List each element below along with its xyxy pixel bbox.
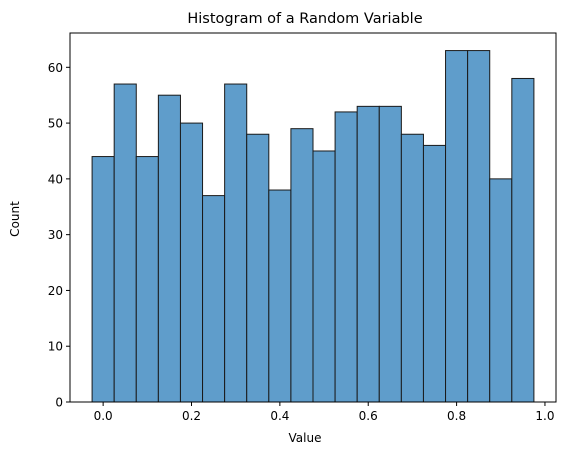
histogram-bar xyxy=(224,83,248,403)
y-axis-title: Count xyxy=(8,201,22,237)
y-tick-label: 30 xyxy=(48,228,63,242)
histogram-bar xyxy=(312,150,336,403)
histogram-bar xyxy=(91,156,115,403)
x-tick-label: 0.0 xyxy=(94,409,113,423)
histogram-bar xyxy=(179,122,204,403)
x-tick-label: 0.6 xyxy=(359,409,378,423)
histogram-bar xyxy=(290,128,314,403)
y-tick-label: 40 xyxy=(48,172,63,186)
chart-title: Histogram of a Random Variable xyxy=(187,11,422,27)
histogram-bar xyxy=(246,133,270,403)
histogram-bar xyxy=(511,77,535,403)
y-axis-ticks: 0 10 20 30 40 50 60 xyxy=(48,61,70,410)
x-axis-ticks: 0.0 0.2 0.4 0.6 0.8 1.0 xyxy=(94,402,555,423)
x-axis-title: Value xyxy=(289,431,322,445)
y-tick-label: 50 xyxy=(48,117,63,131)
histogram-bar xyxy=(157,94,181,403)
histogram-bar xyxy=(356,105,380,403)
x-tick-label: 1.0 xyxy=(535,409,554,423)
histogram-bar xyxy=(202,195,226,403)
y-tick-label: 10 xyxy=(48,340,63,354)
histogram-bar xyxy=(422,144,447,403)
histogram-bar xyxy=(467,50,491,403)
y-tick-label: 0 xyxy=(55,396,63,410)
x-tick-label: 0.8 xyxy=(447,409,466,423)
y-tick-label: 20 xyxy=(48,284,63,298)
bars-group xyxy=(91,50,535,403)
histogram-bar xyxy=(334,111,358,403)
x-tick-label: 0.2 xyxy=(182,409,201,423)
histogram-bar xyxy=(268,189,292,403)
histogram-bar xyxy=(113,83,137,403)
histogram-bar xyxy=(135,156,159,403)
x-tick-label: 0.4 xyxy=(270,409,289,423)
plot-frame xyxy=(69,32,557,403)
histogram-bar xyxy=(400,133,424,403)
histogram-bar xyxy=(445,50,469,403)
y-tick-label: 60 xyxy=(48,61,63,75)
histogram-bar xyxy=(489,178,513,403)
histogram-bar xyxy=(378,105,402,403)
